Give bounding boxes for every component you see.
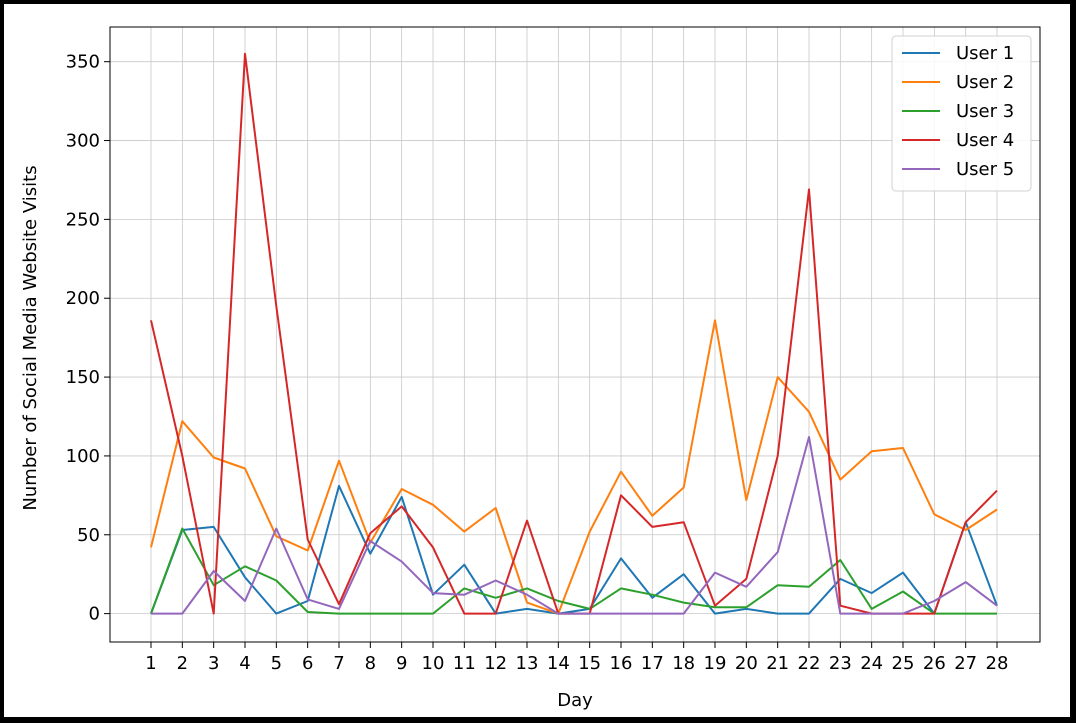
y-tick-label: 250: [66, 209, 100, 230]
legend-label-user-1: User 1: [956, 43, 1014, 64]
y-tick-label: 350: [66, 52, 100, 73]
x-tick-label: 15: [578, 653, 601, 674]
x-tick-label: 13: [516, 653, 539, 674]
legend-label-user-3: User 3: [956, 101, 1014, 122]
x-tick-label: 14: [547, 653, 570, 674]
x-tick-label: 18: [672, 653, 695, 674]
series-line-user-5: [151, 436, 998, 615]
x-tick-label: 10: [422, 653, 445, 674]
x-tick-label: 6: [302, 653, 313, 674]
x-tick-label: 12: [484, 653, 507, 674]
y-axis-ticks: 0 50 100 150 200 250 300 350: [66, 52, 110, 625]
y-tick-label: 300: [66, 131, 100, 152]
series-line-user-4: [150, 52, 998, 615]
legend-label-user-2: User 2: [956, 72, 1014, 93]
series-line-user-3: [150, 527, 997, 615]
chart-figure: 1 2 3 4 5 6 7 8 9 10 11 12 13 14 15 16 17 18 19 20 21 22 23 24 2…: [4, 4, 1070, 717]
x-axis-ticks: 1 2 3 4 5 6 7 8 9 10 11 12 13 14 15 16 17 18 19 20 21 22 23 24 2…: [145, 642, 1008, 674]
x-tick-label: 17: [641, 653, 664, 674]
x-tick-label: 3: [208, 653, 219, 674]
x-tick-label: 7: [333, 653, 344, 674]
series-line-user-2: [150, 319, 998, 615]
x-tick-label: 26: [923, 653, 946, 674]
x-tick-label: 16: [610, 653, 633, 674]
x-tick-label: 8: [365, 653, 376, 674]
x-tick-label: 20: [735, 653, 758, 674]
y-tick-label: 50: [77, 525, 100, 546]
y-tick-label: 150: [66, 367, 100, 388]
x-tick-label: 27: [954, 653, 977, 674]
legend-label-user-4: User 4: [956, 130, 1014, 151]
y-tick-label: 200: [66, 288, 100, 309]
series-lines: [150, 52, 998, 615]
plot-area-border: [109, 26, 1041, 643]
x-tick-label: 21: [766, 653, 789, 674]
legend-label-user-5: User 5: [956, 159, 1014, 180]
x-tick-label: 19: [704, 653, 727, 674]
y-tick-label: 100: [66, 446, 100, 467]
legend: User 1 User 2 User 3 User 4 User 5: [891, 35, 1032, 192]
x-tick-label: 1: [145, 653, 156, 674]
x-tick-label: 23: [829, 653, 852, 674]
x-tick-label: 25: [892, 653, 915, 674]
legend-box: [891, 35, 1032, 192]
x-tick-label: 11: [453, 653, 476, 674]
y-tick-label: 0: [89, 604, 100, 625]
x-tick-label: 5: [271, 653, 282, 674]
x-tick-label: 22: [798, 653, 821, 674]
line-chart: 1 2 3 4 5 6 7 8 9 10 11 12 13 14 15 16 17 18 19 20 21 22 23 24 2…: [20, 26, 1041, 711]
y-axis-title: Number of Social Media Website Visits: [20, 165, 41, 510]
x-tick-label: 24: [860, 653, 883, 674]
x-tick-label: 28: [986, 653, 1009, 674]
x-tick-label: 4: [239, 653, 250, 674]
series-line-user-1: [150, 484, 998, 615]
x-tick-label: 2: [177, 653, 188, 674]
x-tick-label: 9: [396, 653, 407, 674]
x-axis-title: Day: [557, 690, 593, 711]
